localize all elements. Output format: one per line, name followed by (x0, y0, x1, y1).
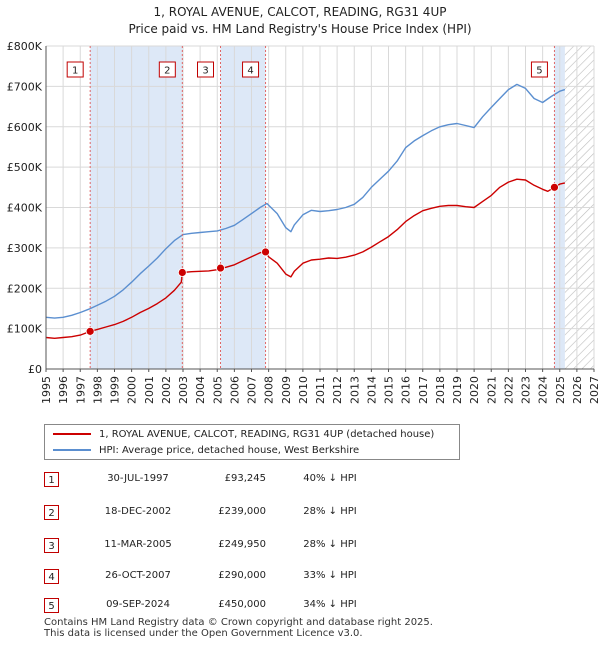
price-chart: 1 2 3 4 5 £0 £100K £200K £300K £400K £500K £600K £7… (7, 40, 600, 404)
x-tick-label: 1999 (109, 376, 122, 404)
sale-point (550, 182, 559, 192)
sale-hpi-diff: 40% ↓ HPI (303, 473, 357, 484)
sale-row: 4 26-OCT-2007 £290,000 33% ↓ HPI (44, 567, 584, 587)
x-tick-label: 2012 (331, 376, 344, 404)
title-line-1: 1, ROYAL AVENUE, CALCOT, READING, RG31 4… (153, 5, 447, 19)
footer-attribution: Contains HM Land Registry data © Crown c… (44, 617, 433, 639)
sale-price: £290,000 (218, 570, 266, 581)
legend-label-hpi: HPI: Average price, detached house, West… (99, 445, 360, 456)
legend-swatch-property (53, 433, 91, 435)
sale-hpi-diff: 28% ↓ HPI (303, 539, 357, 550)
sale-badge: 5 (44, 598, 59, 613)
x-tick-label: 2013 (348, 376, 361, 404)
sale-date: 11-MAR-2005 (104, 539, 172, 550)
legend-item-property: 1, ROYAL AVENUE, CALCOT, READING, RG31 4… (53, 427, 434, 443)
sale-price: £239,000 (218, 506, 266, 517)
sale-label: 1 (72, 66, 78, 77)
sale-label: 4 (247, 66, 253, 77)
sale-label: 2 (164, 66, 170, 77)
x-tick-label: 2015 (383, 376, 396, 404)
footer-line-2: This data is licensed under the Open Gov… (44, 628, 363, 639)
sale-badge: 2 (44, 505, 59, 520)
x-tick-label: 1998 (91, 376, 104, 404)
x-tick-label: 2014 (365, 376, 378, 404)
x-tick-label: 2002 (160, 376, 173, 404)
y-tick-label: £700K (7, 80, 43, 93)
x-tick-label: 2001 (143, 376, 156, 404)
x-tick-label: 2010 (297, 376, 310, 404)
x-tick-label: 2024 (537, 376, 550, 404)
legend-item-hpi: HPI: Average price, detached house, West… (53, 443, 359, 459)
y-tick-label: £800K (7, 40, 43, 53)
sale-point (216, 263, 225, 273)
sale-row: 2 18-DEC-2002 £239,000 28% ↓ HPI (44, 503, 584, 523)
sale-date: 30-JUL-1997 (107, 473, 169, 484)
y-tick-label: £200K (7, 282, 43, 295)
title-line-2: Price paid vs. HM Land Registry's House … (128, 22, 472, 36)
x-tick-label: 2008 (263, 376, 276, 404)
x-tick-label: 2025 (554, 376, 567, 404)
x-tick-label: 2011 (314, 376, 327, 404)
y-tick-label: £500K (7, 161, 43, 174)
sale-label-box (158, 61, 176, 78)
sale-row: 1 30-JUL-1997 £93,245 40% ↓ HPI (44, 470, 584, 490)
hpi-line (45, 83, 566, 319)
x-tick-label: 1995 (40, 376, 53, 404)
sale-date: 26-OCT-2007 (105, 570, 171, 581)
x-tick-label: 2017 (417, 376, 430, 404)
x-tick-label: 2006 (228, 376, 241, 404)
x-tick-label: 1997 (74, 376, 87, 404)
x-tick-label: 2022 (502, 376, 515, 404)
x-tick-label: 2019 (451, 376, 464, 404)
x-tick-label: 2023 (520, 376, 533, 404)
sale-hpi-diff: 33% ↓ HPI (303, 570, 357, 581)
sale-date: 09-SEP-2024 (106, 599, 170, 610)
legend-label-property: 1, ROYAL AVENUE, CALCOT, READING, RG31 4… (99, 429, 435, 440)
sale-hpi-diff: 28% ↓ HPI (303, 506, 357, 517)
x-tick-label: 2009 (280, 376, 293, 404)
chart-legend: 1, ROYAL AVENUE, CALCOT, READING, RG31 4… (44, 424, 460, 460)
x-tick-label: 2018 (434, 376, 447, 404)
sale-price: £249,950 (218, 539, 266, 550)
y-tick-label: £0 (28, 363, 42, 376)
y-tick-label: £100K (7, 323, 43, 336)
sale-point (261, 247, 270, 257)
x-tick-label: 2026 (571, 376, 584, 404)
x-tick-label: 2000 (126, 376, 139, 404)
sale-badge: 4 (44, 569, 59, 584)
footer-line-1: Contains HM Land Registry data © Crown c… (44, 617, 433, 628)
legend-swatch-hpi (53, 449, 91, 451)
sale-label-box (242, 61, 260, 78)
x-tick-label: 1996 (57, 376, 70, 404)
sale-price: £93,245 (224, 473, 266, 484)
x-tick-label: 2003 (177, 376, 190, 404)
y-tick-label: £600K (7, 121, 43, 134)
property-price-line (45, 178, 566, 339)
sale-date: 18-DEC-2002 (104, 506, 172, 517)
sale-badge: 1 (44, 472, 59, 487)
x-tick-label: 2004 (194, 376, 207, 404)
sale-label-box (66, 61, 84, 78)
sale-row: 3 11-MAR-2005 £249,950 28% ↓ HPI (44, 536, 584, 556)
chart-title: 1, ROYAL AVENUE, CALCOT, READING, RG31 4… (0, 4, 600, 38)
sale-badge: 3 (44, 538, 59, 553)
sale-hpi-diff: 34% ↓ HPI (303, 599, 357, 610)
sale-label-box (197, 61, 215, 78)
sale-label: 5 (536, 66, 542, 77)
sale-price: £450,000 (218, 599, 266, 610)
sale-label-box (530, 61, 548, 78)
sale-row: 5 09-SEP-2024 £450,000 34% ↓ HPI (44, 596, 584, 616)
y-tick-label: £300K (7, 242, 43, 255)
sale-point (177, 268, 187, 277)
sale-label: 3 (202, 66, 208, 77)
x-tick-label: 2016 (400, 376, 413, 404)
y-tick-label: £400K (7, 202, 43, 215)
x-tick-label: 2020 (468, 376, 481, 404)
x-tick-label: 2005 (211, 376, 224, 404)
x-tick-label: 2021 (485, 376, 498, 404)
x-tick-label: 2007 (246, 376, 259, 404)
x-tick-label: 2027 (588, 376, 600, 404)
sale-point (85, 326, 95, 336)
